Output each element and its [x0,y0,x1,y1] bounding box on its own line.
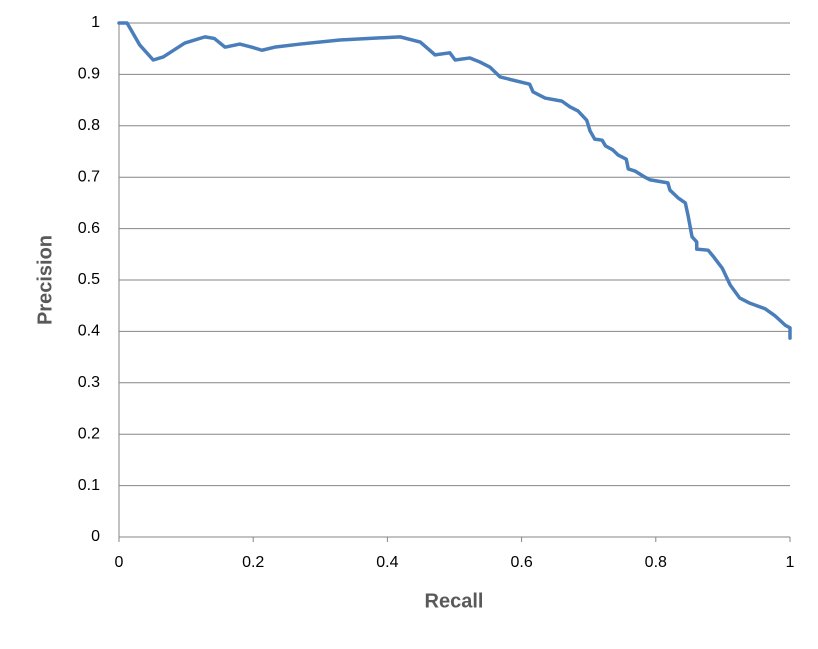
precision-recall-line [117,21,792,340]
y-tick-label: 0.4 [78,323,100,340]
y-tick-label: 0.2 [78,425,100,442]
x-tick-label: 0.4 [376,554,398,571]
y-tick-label: 0.6 [78,220,100,237]
x-tick-label: 1 [786,554,795,571]
y-tick-label: 0.9 [78,66,100,83]
x-tick-label: 0.8 [645,554,667,571]
x-tick-label: 0.2 [242,554,264,571]
y-tick-label: 0.3 [78,374,100,391]
y-tick-label: 0.5 [78,271,100,288]
y-tick-label: 0.8 [78,117,100,134]
x-tick-label: 0 [115,554,124,571]
y-axis-title: Precision [34,235,56,325]
y-tick-label: 1 [91,14,100,31]
x-axis-title: Recall [425,590,484,612]
x-tick-label: 0.6 [510,554,532,571]
y-tick-label: 0 [91,528,100,545]
y-tick-label: 0.7 [78,168,100,185]
y-tick-label: 0.1 [78,477,100,494]
